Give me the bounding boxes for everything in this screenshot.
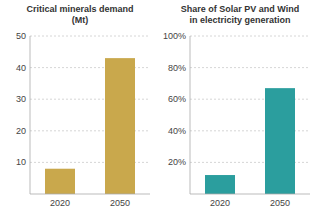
y-tick-label: 20%: [168, 157, 186, 167]
title-line: (Mt): [72, 15, 89, 25]
title-line: in electricity generation: [189, 15, 290, 25]
panel: Share of Solar PV and Windin electricity…: [163, 4, 310, 208]
x-tick-label: 2050: [270, 198, 290, 208]
y-axis-line: [190, 36, 191, 194]
bars: [45, 58, 135, 194]
bar: [265, 88, 295, 194]
x-axis-line: [30, 194, 150, 195]
y-tick-label: 100%: [163, 31, 186, 41]
grid-line: [190, 36, 310, 37]
bars: [205, 88, 295, 194]
y-tick-label: 80%: [168, 63, 186, 73]
y-axis-line: [30, 36, 31, 194]
bar: [45, 169, 75, 194]
x-tick-label: 2020: [210, 198, 230, 208]
y-tick-label: 10: [16, 157, 26, 167]
title-line: Critical minerals demand: [26, 4, 133, 14]
title: Share of Solar PV and Windin electricity…: [181, 4, 299, 25]
x-tick-label: 2050: [110, 198, 130, 208]
grid-line: [30, 36, 150, 37]
y-tick-label: 40%: [168, 126, 186, 136]
y-tick-label: 60%: [168, 94, 186, 104]
title-line: Share of Solar PV and Wind: [181, 4, 299, 14]
grid-line: [190, 67, 310, 68]
x-axis-line: [190, 194, 310, 195]
bar: [205, 175, 235, 194]
x-tick-label: 2020: [50, 198, 70, 208]
chart-svg: Critical minerals demand(Mt) 10 20 30 40 50 20…: [0, 0, 320, 214]
panel: Critical minerals demand(Mt) 10 20 30 40 50 20…: [16, 4, 150, 208]
bar: [105, 58, 135, 194]
y-tick-label: 30: [16, 94, 26, 104]
chart-container: Critical minerals demand(Mt) 10 20 30 40 50 20…: [0, 0, 320, 214]
y-tick-label: 40: [16, 63, 26, 73]
y-tick-label: 50: [16, 31, 26, 41]
title: Critical minerals demand(Mt): [26, 4, 133, 25]
y-tick-label: 20: [16, 126, 26, 136]
